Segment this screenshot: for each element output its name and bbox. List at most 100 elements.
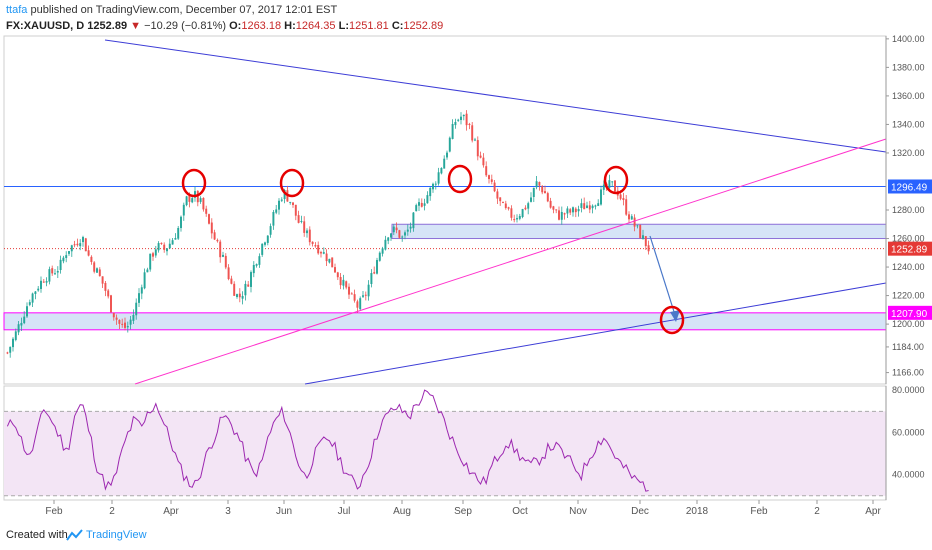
candle-body — [191, 198, 194, 203]
price-tick-label: 1320.00 — [892, 148, 925, 158]
symbol-label[interactable]: FX:XAUUSD, D — [6, 20, 85, 32]
candle-body — [334, 267, 336, 273]
candle-body — [353, 294, 356, 301]
candle-body — [194, 191, 196, 198]
candle-body — [82, 237, 84, 243]
candle-body — [297, 215, 300, 223]
rsi-tick-label: 40.0000 — [892, 470, 925, 480]
candle-body — [73, 244, 76, 246]
candle-body — [538, 182, 541, 186]
chart-svg[interactable]: 1400.00 1380.00 1360.00 1340.00 1320.00 1296.… — [0, 0, 932, 520]
candle-body — [563, 213, 566, 215]
candle-body — [328, 258, 331, 263]
candle-body — [406, 229, 409, 232]
x-tick-label: 2018 — [686, 506, 709, 517]
candle-body — [345, 281, 348, 288]
candle-body — [233, 283, 236, 296]
candle-body — [308, 229, 311, 243]
highlight-circle — [659, 305, 685, 335]
candle-body — [476, 140, 479, 157]
candle-body — [283, 190, 286, 200]
candle-body — [154, 249, 157, 256]
candle-body — [611, 181, 614, 183]
candle-body — [76, 243, 79, 246]
highlight-circle — [181, 168, 207, 198]
candle-body — [462, 114, 465, 117]
price-tick-label: 1400.00 — [892, 34, 925, 44]
candle-body — [530, 197, 532, 202]
candle-body — [597, 203, 600, 206]
candle-body — [317, 245, 320, 254]
candle-body — [182, 204, 185, 216]
candle-body — [364, 294, 367, 296]
candle-body — [311, 241, 314, 244]
highlight-circle — [603, 165, 629, 195]
x-tick-label: Sep — [454, 506, 472, 517]
candle-body — [65, 255, 68, 258]
candle-body — [541, 186, 544, 193]
candle-body — [180, 216, 182, 229]
candle-body — [115, 317, 118, 320]
candle-body — [112, 312, 115, 318]
candle-body — [398, 230, 401, 238]
candle-body — [278, 200, 280, 210]
price-tick-label: 1240.00 — [892, 262, 925, 272]
price-tick-label: 1220.00 — [892, 291, 925, 301]
rsi-band — [4, 411, 886, 496]
ohlc-low: L:1251.81 — [338, 20, 389, 32]
candle-body — [250, 272, 252, 287]
ohlc-high: H:1264.35 — [284, 20, 336, 32]
candle-body — [264, 242, 266, 245]
rsi-tick-label: 80.0000 — [892, 385, 925, 395]
candle-body — [502, 202, 504, 204]
price-tick-label: 1166.00 — [892, 368, 924, 378]
candle-body — [107, 290, 110, 297]
candle-body — [504, 203, 507, 208]
candle-body — [443, 158, 446, 169]
candle-body — [454, 121, 457, 126]
candle-body — [306, 230, 308, 234]
price-tick-label: 1184.00 — [892, 342, 924, 352]
candle-body — [205, 208, 208, 214]
candle-body — [437, 172, 440, 184]
candle-body — [566, 208, 569, 214]
candle-body — [14, 331, 17, 340]
candle-body — [342, 279, 345, 286]
ohlc-close: C:1252.89 — [391, 20, 444, 32]
candle-body — [532, 187, 535, 197]
candle-body — [255, 264, 258, 266]
candle-body — [230, 278, 233, 284]
candle-body — [404, 232, 406, 236]
candle-body — [614, 180, 616, 192]
x-tick-label: 2 — [814, 506, 820, 517]
candle-body — [544, 191, 546, 194]
candle-body — [499, 197, 502, 202]
x-tick-label: Jul — [338, 506, 351, 517]
candle-body — [356, 301, 359, 308]
last-price: 1252.89 — [87, 20, 128, 32]
candle-body — [56, 271, 59, 273]
candle-body — [619, 194, 622, 199]
candle-body — [552, 206, 555, 210]
candle-body — [124, 322, 126, 328]
x-tick-label: Apr — [163, 506, 179, 517]
candle-body — [51, 268, 54, 274]
candle-body — [219, 241, 222, 258]
candle-body — [26, 306, 28, 317]
tradingview-logo-icon — [66, 529, 83, 541]
candle-body — [580, 203, 583, 208]
rsi-line — [6, 389, 649, 492]
candle-body — [31, 293, 34, 303]
candle-body — [516, 218, 518, 220]
candle-body — [9, 346, 12, 353]
candle-body — [104, 282, 107, 291]
candle-body — [600, 189, 602, 205]
resistance-zone — [391, 223, 887, 240]
candle-body — [59, 259, 62, 271]
tradingview-brand[interactable]: TradingView — [86, 529, 147, 541]
candle-body — [6, 352, 9, 354]
candle-body — [146, 269, 149, 273]
author-link[interactable]: ttafa — [6, 4, 28, 16]
candle-body — [625, 199, 628, 215]
x-tick-label: Dec — [631, 506, 649, 517]
